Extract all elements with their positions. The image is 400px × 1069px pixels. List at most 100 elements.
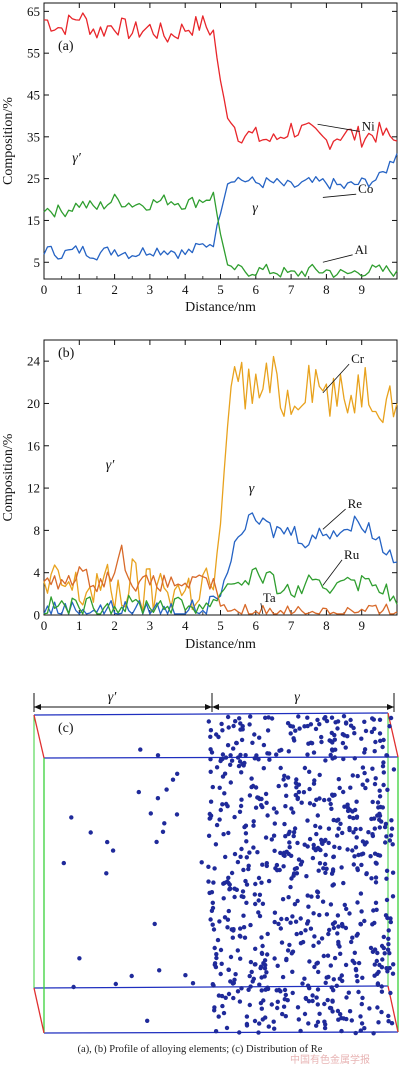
re-atom [306, 904, 311, 909]
re-atom [266, 1024, 271, 1029]
re-atom [391, 767, 397, 772]
re-atom [318, 825, 323, 830]
re-atom [387, 724, 392, 729]
re-atom [348, 717, 353, 723]
re-atom [323, 980, 328, 985]
re-atom [358, 922, 364, 927]
re-atom [373, 880, 379, 885]
re-atom [334, 983, 339, 988]
re-atom [358, 1014, 363, 1019]
re-atom [384, 753, 389, 758]
re-atom [290, 969, 295, 974]
re-atom [335, 719, 341, 724]
re-atom [229, 870, 235, 876]
re-atom [328, 902, 334, 907]
series-label-cr: Cr [351, 351, 365, 366]
re-atom [340, 830, 345, 836]
re-atom [300, 939, 306, 945]
phase-label-gamma-prime: γ′ [106, 458, 116, 473]
re-atom [359, 1021, 365, 1026]
re-atom [323, 852, 328, 858]
re-atom [296, 714, 301, 719]
re-atom [336, 826, 341, 831]
re-atom [272, 1026, 277, 1031]
re-atom [376, 1020, 381, 1025]
re-atom [310, 998, 315, 1004]
re-atom [311, 943, 316, 948]
re-atom [343, 721, 349, 726]
re-atom [223, 995, 228, 1000]
re-atom [291, 810, 296, 815]
re-atom [353, 845, 359, 850]
re-atom [228, 762, 233, 767]
re-atom [391, 962, 396, 967]
x-tick-label: 1 [76, 618, 83, 633]
re-atom [387, 951, 392, 956]
re-atom [316, 969, 321, 975]
re-atom [248, 984, 253, 989]
re-atom [279, 940, 285, 945]
re-atom [354, 933, 359, 938]
x-axis-title: Distance/nm [185, 637, 256, 652]
re-atom [206, 719, 211, 724]
re-atom [264, 861, 269, 866]
re-atom [276, 783, 281, 789]
re-atom [323, 837, 328, 843]
re-atom [206, 864, 211, 869]
re-atom [278, 850, 283, 856]
re-atom [329, 985, 334, 990]
re-atom [221, 832, 226, 837]
re-atom [315, 890, 321, 895]
re-atom [359, 852, 364, 857]
re-atom [224, 1025, 230, 1031]
re-atom [211, 927, 217, 932]
y-axis-title: Composition/% [1, 433, 16, 521]
re-atom [239, 894, 244, 899]
re-atom [214, 952, 219, 957]
y-tick-label: 8 [34, 523, 41, 538]
re-atom [359, 736, 364, 741]
re-atom [248, 922, 253, 928]
re-atom [375, 1005, 380, 1010]
re-atom [324, 866, 329, 871]
re-atom [339, 921, 345, 927]
re-atom [370, 833, 376, 839]
re-atom [326, 826, 332, 831]
re-atom [332, 737, 337, 742]
re-atom [221, 881, 226, 886]
re-atom [160, 829, 166, 834]
re-atom [319, 840, 325, 846]
re-atom [350, 809, 355, 814]
re-atom [238, 854, 243, 859]
re-atom [337, 845, 342, 851]
arrow-head [387, 704, 394, 710]
re-atom [377, 825, 382, 830]
re-atom [377, 811, 382, 816]
re-atom [382, 951, 387, 956]
re-atom [219, 993, 225, 999]
y-tick-label: 16 [27, 438, 41, 453]
re-atom [360, 765, 366, 770]
re-atom [88, 830, 93, 835]
re-atom [350, 773, 355, 778]
re-atom [302, 1011, 308, 1017]
re-atom [319, 739, 324, 745]
re-atom [265, 813, 270, 818]
re-atom [335, 726, 340, 731]
re-atom [317, 861, 323, 866]
re-atom [299, 859, 305, 864]
re-atom [231, 746, 236, 751]
re-atom [324, 718, 330, 724]
re-atom [344, 906, 349, 912]
annotation-leader [322, 363, 350, 394]
re-atom [214, 822, 220, 828]
re-atom [278, 765, 283, 771]
x-tick-label: 5 [217, 282, 224, 297]
re-atom [386, 1019, 391, 1024]
re-atom [358, 1028, 363, 1033]
series-label-ru: Ru [344, 547, 360, 562]
re-atom [374, 907, 379, 912]
re-atom [388, 916, 393, 921]
re-atom [250, 740, 255, 745]
phase-label-gamma: γ [294, 690, 300, 705]
